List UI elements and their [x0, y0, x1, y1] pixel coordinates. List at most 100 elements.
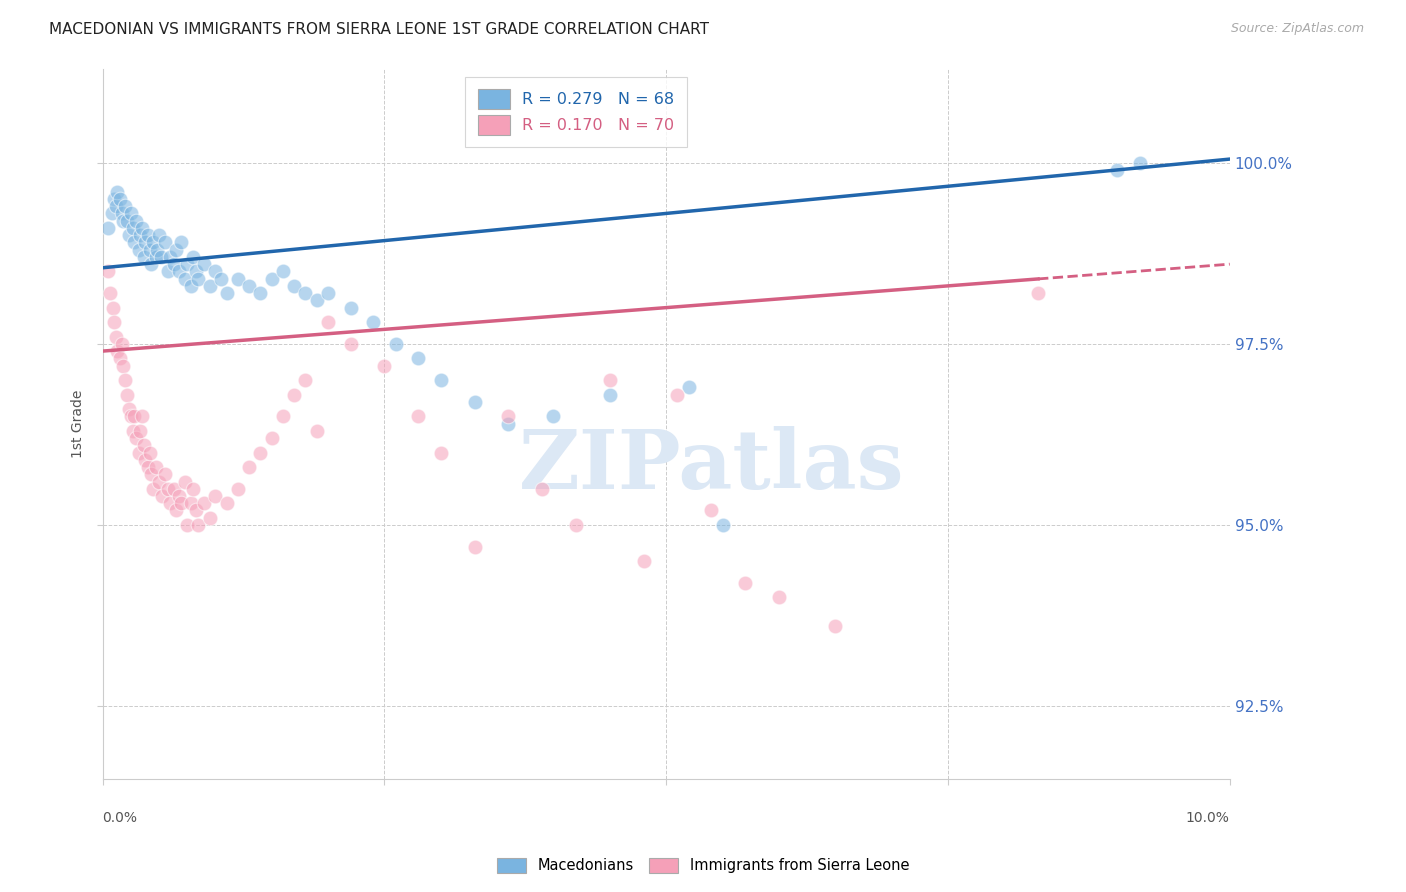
Point: [186, 503, 208, 517]
Point: [187, 518, 209, 533]
Point: [114, 373, 136, 387]
Point: [108, 351, 131, 366]
Point: [464, 394, 486, 409]
Point: [139, 467, 162, 482]
Point: [134, 438, 156, 452]
Point: [105, 344, 128, 359]
Point: [139, 257, 162, 271]
Point: [599, 373, 621, 387]
Point: [271, 409, 294, 424]
Point: [97, 221, 120, 235]
Point: [181, 482, 204, 496]
Point: [159, 496, 181, 510]
Point: [406, 409, 429, 424]
Point: [187, 271, 209, 285]
Point: [136, 228, 159, 243]
Point: [283, 278, 305, 293]
Point: [156, 482, 179, 496]
Point: [145, 250, 167, 264]
Point: [125, 431, 148, 445]
Point: [128, 243, 150, 257]
Point: [139, 243, 162, 257]
Legend: R = 0.279   N = 68, R = 0.170   N = 70: R = 0.279 N = 68, R = 0.170 N = 70: [465, 77, 688, 147]
Point: [100, 206, 122, 220]
Point: [117, 387, 139, 401]
Text: 0.0%: 0.0%: [103, 811, 138, 824]
Point: [117, 213, 139, 227]
Point: [131, 409, 153, 424]
Point: [565, 518, 588, 533]
Point: [498, 417, 520, 431]
Point: [173, 271, 195, 285]
Point: [1105, 163, 1128, 178]
Point: [153, 235, 176, 250]
Point: [150, 250, 173, 264]
Point: [108, 192, 131, 206]
Point: [180, 496, 202, 510]
Text: ZIPatlas: ZIPatlas: [519, 426, 904, 506]
Point: [238, 278, 260, 293]
Point: [316, 286, 339, 301]
Point: [142, 482, 165, 496]
Point: [209, 271, 232, 285]
Point: [128, 424, 150, 438]
Point: [678, 380, 700, 394]
Point: [101, 301, 124, 315]
Point: [700, 503, 723, 517]
Point: [339, 301, 361, 315]
Point: [165, 243, 187, 257]
Point: [498, 409, 520, 424]
Point: [339, 336, 361, 351]
Point: [167, 264, 190, 278]
Point: [134, 452, 156, 467]
Point: [145, 460, 167, 475]
Point: [305, 293, 328, 308]
Point: [139, 445, 162, 459]
Point: [373, 359, 395, 373]
Point: [111, 213, 134, 227]
Point: [120, 409, 142, 424]
Point: [159, 250, 181, 264]
Point: [103, 192, 125, 206]
Point: [711, 518, 734, 533]
Point: [543, 409, 565, 424]
Point: [103, 315, 125, 329]
Point: [186, 264, 208, 278]
Point: [193, 496, 215, 510]
Point: [249, 286, 271, 301]
Point: [117, 402, 139, 417]
Point: [215, 496, 238, 510]
Point: [316, 315, 339, 329]
Point: [260, 431, 283, 445]
Point: [181, 250, 204, 264]
Point: [97, 264, 120, 278]
Point: [429, 373, 451, 387]
Point: [1026, 286, 1049, 301]
Point: [384, 336, 406, 351]
Point: [633, 554, 655, 568]
Point: [128, 445, 150, 459]
Point: [162, 257, 184, 271]
Point: [122, 221, 145, 235]
Point: [666, 387, 689, 401]
Point: [215, 286, 238, 301]
Point: [824, 619, 846, 633]
Point: [122, 424, 145, 438]
Text: Source: ZipAtlas.com: Source: ZipAtlas.com: [1230, 22, 1364, 36]
Point: [100, 286, 122, 301]
Point: [162, 482, 184, 496]
Point: [464, 540, 486, 554]
Point: [120, 206, 142, 220]
Text: MACEDONIAN VS IMMIGRANTS FROM SIERRA LEONE 1ST GRADE CORRELATION CHART: MACEDONIAN VS IMMIGRANTS FROM SIERRA LEO…: [49, 22, 709, 37]
Text: 10.0%: 10.0%: [1185, 811, 1230, 824]
Point: [105, 185, 128, 199]
Point: [305, 424, 328, 438]
Point: [128, 228, 150, 243]
Point: [145, 243, 167, 257]
Point: [156, 264, 179, 278]
Point: [125, 213, 148, 227]
Point: [114, 199, 136, 213]
Point: [226, 271, 249, 285]
Point: [117, 228, 139, 243]
Point: [131, 221, 153, 235]
